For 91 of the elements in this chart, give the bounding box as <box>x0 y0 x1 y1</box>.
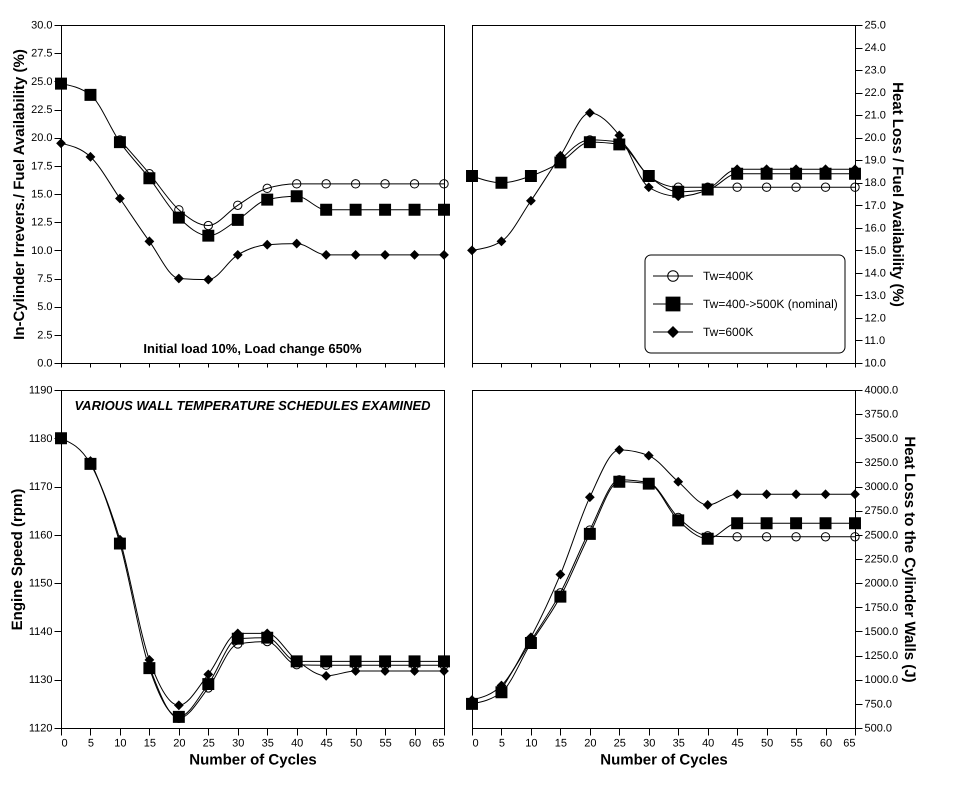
y-axis-title: In-Cylinder Irrevers./ Fuel Availability (%) <box>11 49 28 340</box>
x-tick-label: 65 <box>432 738 444 750</box>
y2-tick-label: 3750.0 <box>864 408 898 421</box>
x-axis-title: Number of Cycles <box>600 752 728 768</box>
x-tick-label: 55 <box>379 738 392 750</box>
y2-tick-label: 11.0 <box>864 334 886 347</box>
x-tick-label: 10 <box>114 738 127 750</box>
y2-tick-label: 20.0 <box>864 132 886 144</box>
x-tick-label: 30 <box>643 738 656 750</box>
y2-axis-title: Heat Loss / Fuel Availability (%) <box>888 82 906 307</box>
y2-tick-label: 10.0 <box>864 358 886 370</box>
y2-tick-label: 16.0 <box>864 222 886 234</box>
x-tick-label: 45 <box>732 738 744 750</box>
y2-tick-label: 3000.0 <box>864 481 898 494</box>
y-tick-label: 1190 <box>28 384 52 396</box>
x-tick-label: 50 <box>350 738 362 750</box>
y2-tick-label: 2750.0 <box>864 505 898 518</box>
y-tick-label: 20.0 <box>31 132 52 144</box>
y2-tick-label: 21.0 <box>864 110 886 122</box>
x-tick-label: 30 <box>232 738 244 750</box>
legend-label: Tw=600K <box>703 325 754 339</box>
x-tick-label: 60 <box>820 738 832 750</box>
y2-tick-label: 1500.0 <box>864 626 898 638</box>
y2-tick-label: 750.0 <box>864 698 892 710</box>
y-tick-label: 25.0 <box>31 76 52 88</box>
y2-tick-label: 25.0 <box>864 20 886 32</box>
y-tick-label: 22.5 <box>31 104 52 116</box>
y-tick-label: 15.0 <box>31 188 52 200</box>
y2-tick-label: 12.0 <box>864 312 886 324</box>
x-tick-label: 50 <box>760 738 774 750</box>
y2-tick-label: 24.0 <box>864 42 886 54</box>
y-tick-label: 1180 <box>28 432 52 445</box>
annotation: Initial load 10%, Load change 650% <box>143 341 362 356</box>
legend-label: Tw=400->500K (nominal) <box>703 297 838 311</box>
y-tick-label: 0.0 <box>37 358 52 370</box>
annotation: VARIOUS WALL TEMPERATURE SCHEDULES EXAMINED <box>74 398 432 413</box>
y2-tick-label: 3500.0 <box>864 432 898 445</box>
x-tick-label: 45 <box>320 738 333 750</box>
x-tick-label: 20 <box>173 738 186 750</box>
y2-tick-label: 19.0 <box>864 154 886 167</box>
x-tick-label: 40 <box>291 738 304 750</box>
y-axis-title: Engine Speed (rpm) <box>8 488 26 630</box>
y-tick-label: 12.5 <box>31 216 52 229</box>
x-tick-label: 35 <box>262 738 274 750</box>
x-tick-label: 5 <box>498 738 506 750</box>
y2-axis-title: Heat Loss to the Cylinder Walls (J) <box>901 436 918 683</box>
y-tick-label: 17.5 <box>31 160 52 172</box>
y2-tick-label: 22.0 <box>864 87 886 100</box>
x-tick-label: 15 <box>144 738 156 750</box>
y-tick-label: 2.5 <box>37 329 52 342</box>
x-tick-label: 40 <box>702 738 714 750</box>
y2-tick-label: 4000.0 <box>864 384 898 396</box>
x-tick-label: 35 <box>672 738 685 750</box>
x-tick-label: 55 <box>790 738 803 750</box>
y-tick-label: 27.5 <box>31 48 52 60</box>
y-tick-label: 1150 <box>28 578 52 590</box>
y2-tick-label: 2500.0 <box>864 529 898 542</box>
y2-tick-label: 3250.0 <box>864 456 898 469</box>
y-tick-label: 1170 <box>28 481 52 494</box>
x-tick-label: 10 <box>525 738 538 750</box>
x-tick-label: 15 <box>554 738 568 750</box>
y2-tick-label: 23.0 <box>864 64 886 77</box>
y-tick-label: 1140 <box>28 626 52 638</box>
y2-tick-label: 2250.0 <box>864 554 898 566</box>
y-tick-label: 1160 <box>28 529 52 542</box>
y-tick-label: 1120 <box>28 722 52 734</box>
x-tick-label: 25 <box>202 738 215 750</box>
y2-tick-label: 14.0 <box>864 267 886 280</box>
y2-tick-label: 1750.0 <box>864 602 898 614</box>
y2-tick-label: 1250.0 <box>864 650 898 662</box>
x-tick-label: 25 <box>614 738 626 750</box>
x-tick-label: 0 <box>62 738 68 750</box>
x-tick-label: 65 <box>843 738 856 750</box>
x-tick-label: 20 <box>584 738 596 750</box>
legend-label: Tw=400K <box>703 269 754 283</box>
y-tick-label: 7.5 <box>37 273 52 285</box>
y-tick-label: 1130 <box>28 674 52 686</box>
y-tick-label: 30.0 <box>31 20 52 32</box>
y-tick-label: 5.0 <box>37 301 52 314</box>
y2-tick-label: 500.0 <box>864 722 892 734</box>
y2-tick-label: 15.0 <box>864 244 886 257</box>
y2-tick-label: 18.0 <box>864 177 886 190</box>
x-tick-label: 5 <box>88 738 94 750</box>
x-axis-title: Number of Cycles <box>189 752 317 768</box>
x-tick-label: 60 <box>408 738 422 750</box>
x-tick-label: 0 <box>472 738 479 750</box>
y2-tick-label: 2000.0 <box>864 578 898 590</box>
y2-tick-label: 1000.0 <box>864 674 898 686</box>
y2-tick-label: 13.0 <box>864 290 886 302</box>
y-tick-label: 10.0 <box>31 244 52 257</box>
y2-tick-label: 17.0 <box>864 200 886 212</box>
